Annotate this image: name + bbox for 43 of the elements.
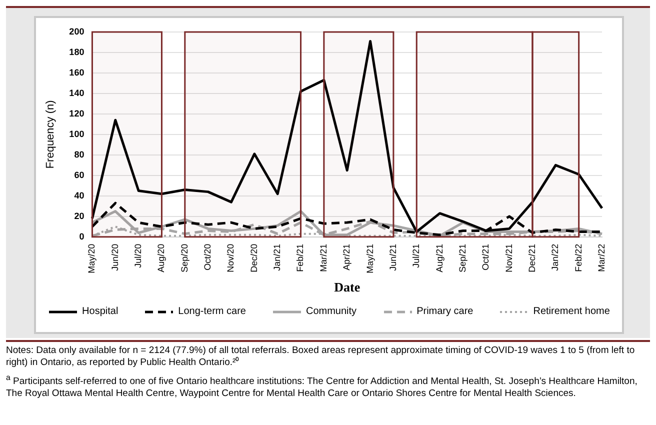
y-tick-label: 40 <box>74 190 84 200</box>
x-tick-label: Jul/20 <box>133 244 144 268</box>
legend-label: Community <box>306 306 357 317</box>
y-tick-label: 100 <box>69 128 84 139</box>
text: $^{a}$ Participants self-referred to one of five Ontario healthcare institutions: The Centre for Addiction and Mental Health, St. Joseph’s Healthcare Hamilton, The Royal Ottawa Mental Health Centre, Waypoint Centre for Mental Health Care or Ontario Shores Centre for Mental Health Sciences. <box>6 372 638 400</box>
x-tick-label: Sep/20 <box>179 244 190 272</box>
x-tick-label: Dec/20 <box>248 244 259 272</box>
x-tick-label: May/21 <box>364 244 375 274</box>
x-tick-label: Mar/21 <box>318 244 328 272</box>
x-tick-label: Oct/20 <box>202 244 213 270</box>
y-axis-title: Frequency (n) <box>44 100 57 169</box>
x-tick-label: Jan/22 <box>550 244 560 271</box>
legend-label: Retirement home <box>533 306 610 317</box>
x-tick-label: Jun/21 <box>388 244 398 271</box>
x-tick-label: Oct/21 <box>480 244 491 270</box>
x-tick-label: Aug/21 <box>434 244 444 272</box>
x-tick-label: Sep/21 <box>457 244 468 272</box>
legend-label: Hospital <box>82 306 118 317</box>
y-tick-label: 20 <box>74 210 84 221</box>
x-tick-label: Nov/21 <box>504 244 514 272</box>
x-tick-label: Aug/20 <box>156 244 166 272</box>
x-tick-label: Feb/21 <box>295 244 306 272</box>
legend-label: Primary care <box>416 306 474 317</box>
y-tick-label: 80 <box>74 149 84 160</box>
x-tick-label: Jun/20 <box>110 244 120 271</box>
x-tick-label: Apr/21 <box>342 244 352 270</box>
y-tick-label: 140 <box>69 88 84 98</box>
x-axis-title: Date <box>334 280 360 295</box>
text: Notes: Data only available for n = 2124 (77.9%) of all total referrals. Boxed areas represent approximate timing of COVID-19 waves 1 to 5 (from left to right) in Ontario, as reported by Public Health Ontario.²⁰ <box>6 345 636 368</box>
legend-label: Long-term care <box>178 306 246 317</box>
x-tick-label: Jul/21 <box>411 244 422 268</box>
x-tick-label: Nov/20 <box>226 244 236 272</box>
y-tick-label: 60 <box>74 170 84 180</box>
x-tick-label: Mar/22 <box>596 244 606 272</box>
x-tick-label: May/20 <box>86 244 97 274</box>
y-tick-label: 0 <box>79 231 84 242</box>
x-tick-label: Feb/22 <box>573 244 584 272</box>
y-tick-label: 180 <box>69 46 84 57</box>
x-tick-label: Jan/21 <box>272 244 282 271</box>
y-tick-label: 120 <box>69 108 84 118</box>
x-tick-label: Dec/21 <box>526 244 537 272</box>
y-tick-label: 160 <box>69 67 84 78</box>
y-tick-label: 200 <box>69 26 84 36</box>
